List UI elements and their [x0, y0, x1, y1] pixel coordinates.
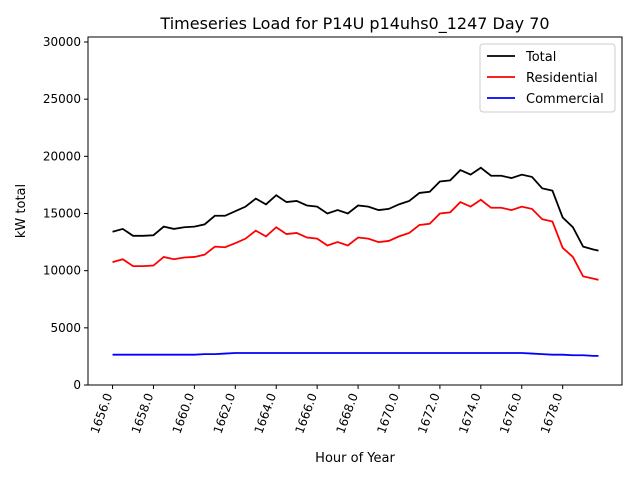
x-tick-label: 1674.0 — [456, 391, 484, 435]
y-tick-label: 25000 — [43, 92, 81, 106]
x-tick-label: 1664.0 — [252, 391, 280, 435]
series-line-residential — [112, 198, 599, 281]
y-tick-label: 30000 — [43, 35, 81, 49]
x-tick-label: 1678.0 — [538, 391, 566, 435]
y-tick-label: 0 — [73, 378, 81, 392]
x-tick-label: 1668.0 — [333, 391, 361, 435]
x-tick-label: 1662.0 — [211, 391, 239, 435]
y-tick-label: 20000 — [43, 149, 81, 163]
series-line-total — [112, 166, 599, 252]
legend-label: Commercial — [526, 92, 604, 107]
x-tick-label: 1672.0 — [415, 391, 443, 435]
y-axis-label: kW total — [14, 184, 29, 238]
series-line-commercial — [112, 352, 599, 357]
plot-frame — [87, 36, 623, 386]
x-tick-label: 1666.0 — [292, 391, 320, 435]
x-tick-label: 1676.0 — [497, 391, 525, 435]
y-tick-label: 5000 — [50, 321, 81, 335]
y-tick-label: 15000 — [43, 207, 81, 221]
legend-label: Residential — [526, 71, 598, 86]
legend: Total Residential Commercial — [479, 43, 616, 113]
legend-box — [479, 43, 616, 113]
x-tick-label: 1670.0 — [374, 391, 402, 435]
x-tick-label: 1658.0 — [129, 391, 157, 435]
x-tick-label: 1656.0 — [88, 391, 116, 435]
legend-label: Total — [525, 50, 556, 65]
x-tick-label: 1660.0 — [170, 391, 198, 435]
x-axis-label: Hour of Year — [315, 451, 395, 466]
y-tick-label: 10000 — [43, 264, 81, 278]
chart-title: Timeseries Load for P14U p14uhs0_1247 Da… — [159, 14, 549, 34]
